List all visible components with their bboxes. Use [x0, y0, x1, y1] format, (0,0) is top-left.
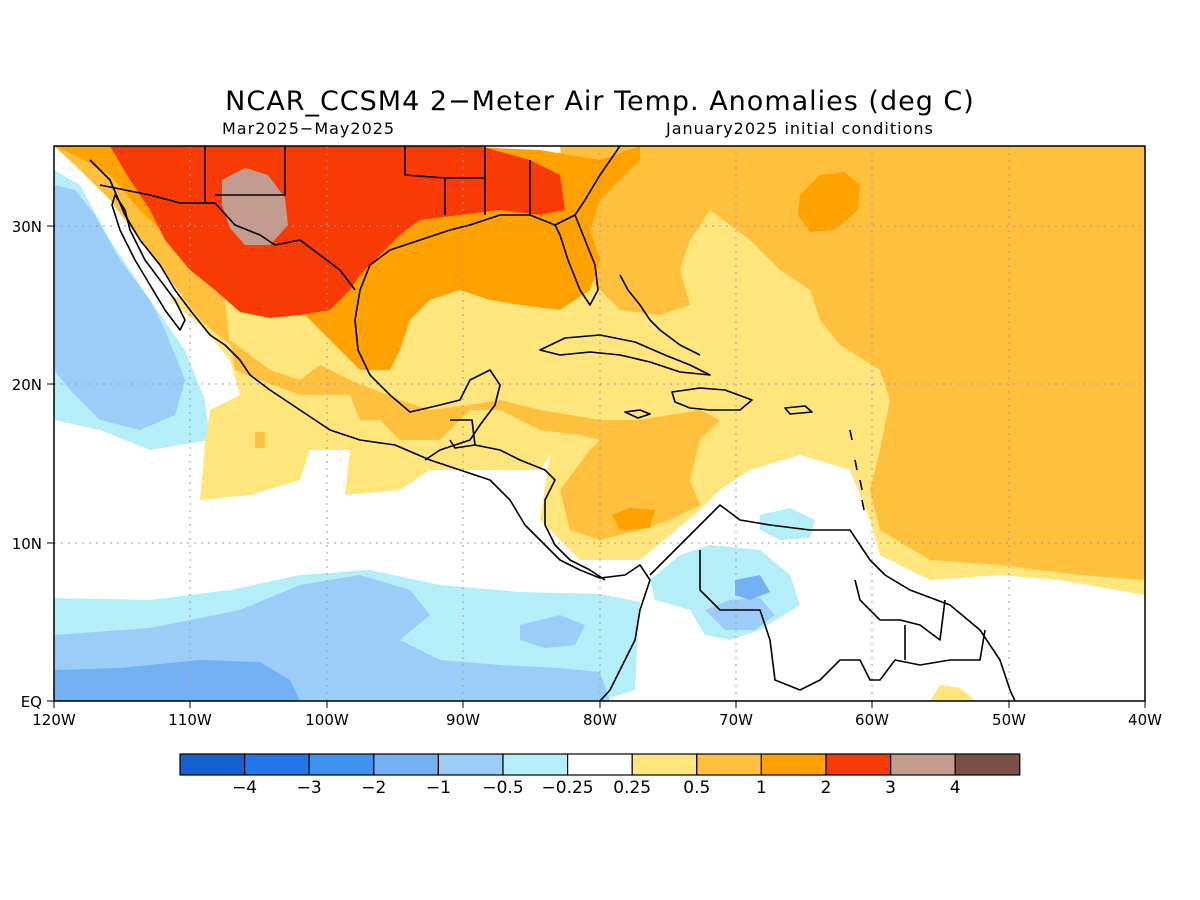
colorbar-swatch	[566, 753, 633, 776]
caribbean-cold-spot	[760, 508, 815, 540]
florida	[554, 214, 599, 306]
colorbar-swatch	[437, 753, 504, 776]
us-mexico-border	[99, 184, 356, 291]
map-title: NCAR_CCSM4 2−Meter Air Temp. Anomalies (…	[225, 86, 975, 117]
colorbar-label: 2	[821, 778, 832, 798]
colorbar-swatch	[502, 753, 569, 776]
colorbar-label: −3	[297, 778, 322, 798]
puerto-rico	[784, 405, 813, 415]
coastlines	[89, 146, 1016, 701]
nw-warm-strip	[54, 146, 230, 345]
initial-conditions-label: January2025 initial conditions	[666, 119, 934, 138]
colorbar: −4 −3 −2 −1 −0.5 −0.25 0.25 0.5 1 2 3 4	[179, 753, 1021, 798]
atlantic-warm-spot	[798, 172, 860, 232]
colorbar-swatch	[889, 753, 956, 776]
small-warm-spot	[255, 432, 265, 448]
cuba	[539, 334, 711, 376]
colorbar-label: −0.5	[482, 778, 523, 798]
lon-label-100w: 100W	[305, 711, 349, 729]
colorbar-label: −4	[232, 778, 257, 798]
colorbar-label: 3	[885, 778, 896, 798]
atlantic-warm-region	[560, 146, 1145, 580]
baja-california	[111, 194, 186, 331]
colorbar-label: 4	[950, 778, 961, 798]
south-america-borders	[699, 550, 986, 691]
central-america	[449, 419, 606, 581]
lat-label-eq: EQ	[21, 693, 42, 711]
southern-caribbean-warm-spot	[612, 508, 655, 530]
lat-label-10n: 10N	[12, 535, 42, 553]
lon-label-80w: 80W	[583, 711, 617, 729]
colombia-strong-cold	[735, 575, 770, 600]
lon-label-110w: 110W	[168, 711, 212, 729]
pacific-strong-cold	[54, 660, 300, 701]
lesser-antilles	[849, 429, 865, 511]
colombia-cold-spot	[705, 598, 775, 630]
jamaica	[624, 409, 651, 419]
lon-label-40w: 40W	[1128, 711, 1162, 729]
graticule	[54, 146, 1145, 701]
lon-label-120w: 120W	[32, 711, 76, 729]
colorbar-swatches	[179, 753, 1021, 776]
colorbar-label: 1	[756, 778, 767, 798]
lon-label-90w: 90W	[446, 711, 480, 729]
hispaniola	[671, 387, 753, 411]
colorbar-label: 0.25	[613, 778, 651, 798]
us-state-lines	[204, 146, 531, 215]
colorbar-label: 0.5	[683, 778, 710, 798]
south-atlantic-warm-spot	[930, 685, 975, 701]
colorbar-swatch	[954, 753, 1021, 776]
gulf-coastline	[354, 146, 621, 461]
lon-label-70w: 70W	[719, 711, 753, 729]
colorbar-swatch	[373, 753, 439, 776]
axis-ticks	[47, 225, 1146, 708]
colorbar-swatch	[825, 753, 892, 776]
lon-label-60w: 60W	[855, 711, 889, 729]
pacific-moderate-cold	[54, 185, 185, 430]
colorbar-label: −0.25	[542, 778, 594, 798]
colorbar-swatch	[244, 753, 310, 776]
eastern-pacific-cold-spot	[520, 615, 585, 648]
pacific-coastline	[89, 159, 651, 701]
colorbar-swatch	[696, 753, 762, 776]
warm-orange-region	[230, 340, 720, 540]
colorbar-swatch	[179, 753, 246, 776]
colorbar-swatch	[760, 753, 827, 776]
colorbar-swatch	[308, 753, 375, 776]
colorbar-labels: −4 −3 −2 −1 −0.5 −0.25 0.25 0.5 1 2 3 4	[232, 778, 961, 798]
bahamas	[619, 274, 701, 356]
lat-label-20n: 20N	[12, 376, 42, 394]
lat-label-30n: 30N	[12, 218, 42, 236]
anomaly-field	[54, 146, 1145, 701]
south-america-coast	[649, 504, 1016, 701]
colorbar-label: −1	[426, 778, 451, 798]
lon-label-50w: 50W	[992, 711, 1026, 729]
period-label: Mar2025−May2025	[222, 119, 396, 138]
colorbar-swatch	[631, 753, 698, 776]
colorbar-label: −2	[361, 778, 386, 798]
lat-labels: EQ 10N 20N 30N	[12, 218, 42, 711]
lon-labels: 120W 110W 100W 90W 80W 70W 60W 50W 40W	[32, 711, 1162, 729]
